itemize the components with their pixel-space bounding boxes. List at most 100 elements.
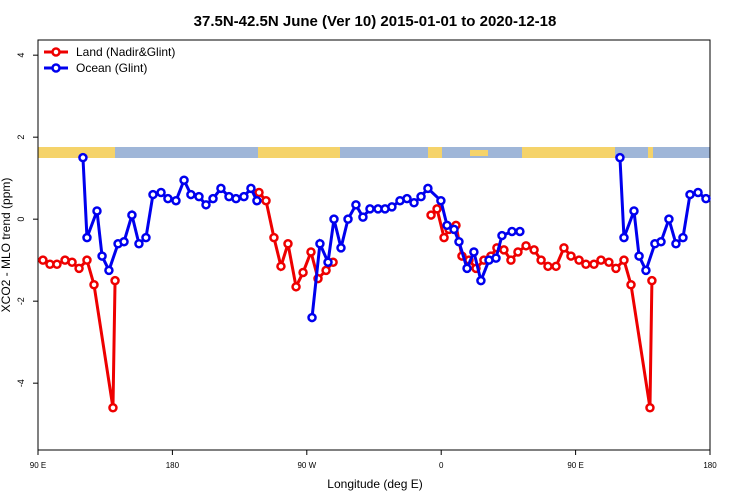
point <box>619 232 629 243</box>
point <box>261 195 271 206</box>
point <box>38 255 48 265</box>
point <box>148 189 158 200</box>
point <box>515 226 525 237</box>
point <box>664 214 674 224</box>
point <box>615 152 625 163</box>
point <box>506 255 516 265</box>
chart-title: 37.5N-42.5N June (Ver 10) 2015-01-01 to … <box>194 13 557 30</box>
point <box>566 251 576 261</box>
x-tick-label: 90 E <box>30 461 46 470</box>
map-strip <box>38 147 710 158</box>
point <box>574 255 584 265</box>
point <box>269 232 279 243</box>
point <box>283 239 293 249</box>
y-axis-label: XCO2 - MLO trend (ppm) <box>0 178 13 313</box>
point <box>358 212 368 222</box>
point <box>671 239 681 249</box>
point <box>619 255 629 265</box>
legend-marker <box>51 47 61 57</box>
point <box>134 239 144 249</box>
x-tick-label: 180 <box>166 461 180 470</box>
point <box>469 247 479 257</box>
point <box>685 189 695 200</box>
point <box>141 232 151 243</box>
point <box>104 265 114 276</box>
point <box>497 230 507 241</box>
point <box>163 193 173 204</box>
point <box>246 183 256 194</box>
point <box>442 220 452 231</box>
point <box>156 187 166 198</box>
point <box>351 200 361 210</box>
x-tick-label: 90 W <box>297 461 316 470</box>
point <box>307 312 317 323</box>
point <box>513 247 523 257</box>
point <box>276 261 286 272</box>
point <box>208 193 218 204</box>
point <box>626 280 636 290</box>
point <box>291 282 301 292</box>
point <box>454 236 464 247</box>
point <box>499 245 509 255</box>
legend-marker <box>51 63 61 73</box>
point <box>252 195 262 206</box>
point <box>426 210 436 220</box>
point <box>110 275 120 286</box>
point <box>67 257 77 267</box>
point <box>693 187 703 198</box>
point <box>543 261 553 272</box>
point <box>432 204 442 214</box>
point <box>231 193 241 204</box>
point <box>82 255 92 265</box>
point <box>476 275 486 286</box>
point <box>701 193 711 204</box>
point <box>321 265 331 276</box>
point <box>315 239 325 249</box>
point <box>589 259 599 270</box>
point <box>402 193 412 204</box>
point <box>656 236 666 247</box>
point <box>329 214 339 224</box>
point <box>343 214 353 224</box>
point <box>194 191 204 202</box>
point <box>336 243 346 253</box>
point <box>186 189 196 200</box>
point <box>641 265 651 276</box>
legend-label: Ocean (Glint) <box>76 61 147 75</box>
point <box>507 226 517 237</box>
point <box>171 195 181 206</box>
point <box>559 243 569 253</box>
point <box>74 263 84 274</box>
point <box>647 275 657 286</box>
point <box>491 253 501 263</box>
point <box>306 247 316 257</box>
point <box>645 403 655 413</box>
point <box>323 257 333 267</box>
point <box>678 232 688 243</box>
point <box>604 257 614 267</box>
point <box>52 259 62 270</box>
y-tick-label: 4 <box>16 53 26 58</box>
point <box>462 263 472 274</box>
point <box>634 251 644 261</box>
point <box>216 183 226 194</box>
point <box>365 204 375 214</box>
point <box>78 152 88 163</box>
point <box>529 245 539 255</box>
point <box>536 255 546 265</box>
point <box>596 255 606 265</box>
point <box>92 206 102 216</box>
point <box>581 259 591 270</box>
point <box>611 263 621 274</box>
point <box>298 267 308 278</box>
point <box>119 236 129 247</box>
y-tick-label: 0 <box>16 217 26 222</box>
y-tick-label: -4 <box>16 379 26 387</box>
x-axis-label: Longitude (deg E) <box>327 477 422 491</box>
series-line <box>81 157 707 318</box>
point <box>416 191 426 202</box>
x-tick-label: 90 E <box>567 461 583 470</box>
point <box>108 403 118 413</box>
point <box>254 187 264 198</box>
